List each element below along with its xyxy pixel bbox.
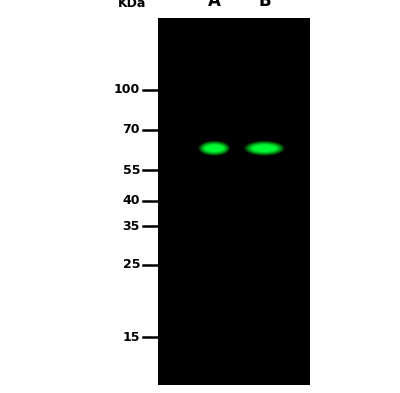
Ellipse shape (198, 140, 231, 156)
Ellipse shape (251, 144, 278, 152)
Ellipse shape (203, 144, 226, 153)
Bar (158, 18, 310, 385)
Ellipse shape (204, 144, 225, 152)
Ellipse shape (244, 141, 285, 156)
Text: KDa: KDa (118, 0, 146, 10)
Ellipse shape (246, 142, 283, 155)
Text: 40: 40 (122, 194, 140, 207)
Text: 35: 35 (123, 220, 140, 233)
Ellipse shape (201, 143, 227, 154)
Ellipse shape (246, 141, 283, 155)
Ellipse shape (204, 145, 224, 152)
Ellipse shape (247, 142, 282, 154)
Ellipse shape (251, 144, 278, 152)
Ellipse shape (202, 143, 227, 154)
Ellipse shape (202, 143, 226, 153)
Ellipse shape (198, 140, 230, 156)
Ellipse shape (204, 144, 225, 152)
Ellipse shape (202, 143, 227, 154)
Ellipse shape (203, 143, 226, 153)
Ellipse shape (243, 140, 286, 156)
Ellipse shape (252, 145, 277, 152)
Ellipse shape (199, 141, 229, 155)
Text: A: A (208, 0, 221, 10)
Ellipse shape (248, 143, 281, 154)
Ellipse shape (200, 142, 228, 155)
Ellipse shape (245, 141, 284, 156)
Ellipse shape (244, 140, 285, 156)
Ellipse shape (247, 142, 282, 154)
Ellipse shape (250, 144, 279, 153)
Ellipse shape (205, 145, 224, 152)
Ellipse shape (252, 145, 277, 152)
Text: B: B (258, 0, 271, 10)
Ellipse shape (249, 143, 280, 153)
Text: 70: 70 (122, 123, 140, 136)
Text: 15: 15 (122, 331, 140, 344)
Ellipse shape (249, 143, 280, 154)
Text: 55: 55 (122, 164, 140, 177)
Ellipse shape (200, 142, 228, 154)
Ellipse shape (199, 141, 230, 156)
Ellipse shape (205, 145, 224, 152)
Ellipse shape (250, 143, 279, 153)
Ellipse shape (201, 142, 228, 154)
Ellipse shape (245, 141, 284, 155)
Text: 25: 25 (122, 258, 140, 271)
Ellipse shape (253, 145, 276, 152)
Ellipse shape (248, 143, 281, 154)
Ellipse shape (198, 141, 230, 156)
Text: 100: 100 (114, 83, 140, 96)
Ellipse shape (200, 141, 229, 155)
